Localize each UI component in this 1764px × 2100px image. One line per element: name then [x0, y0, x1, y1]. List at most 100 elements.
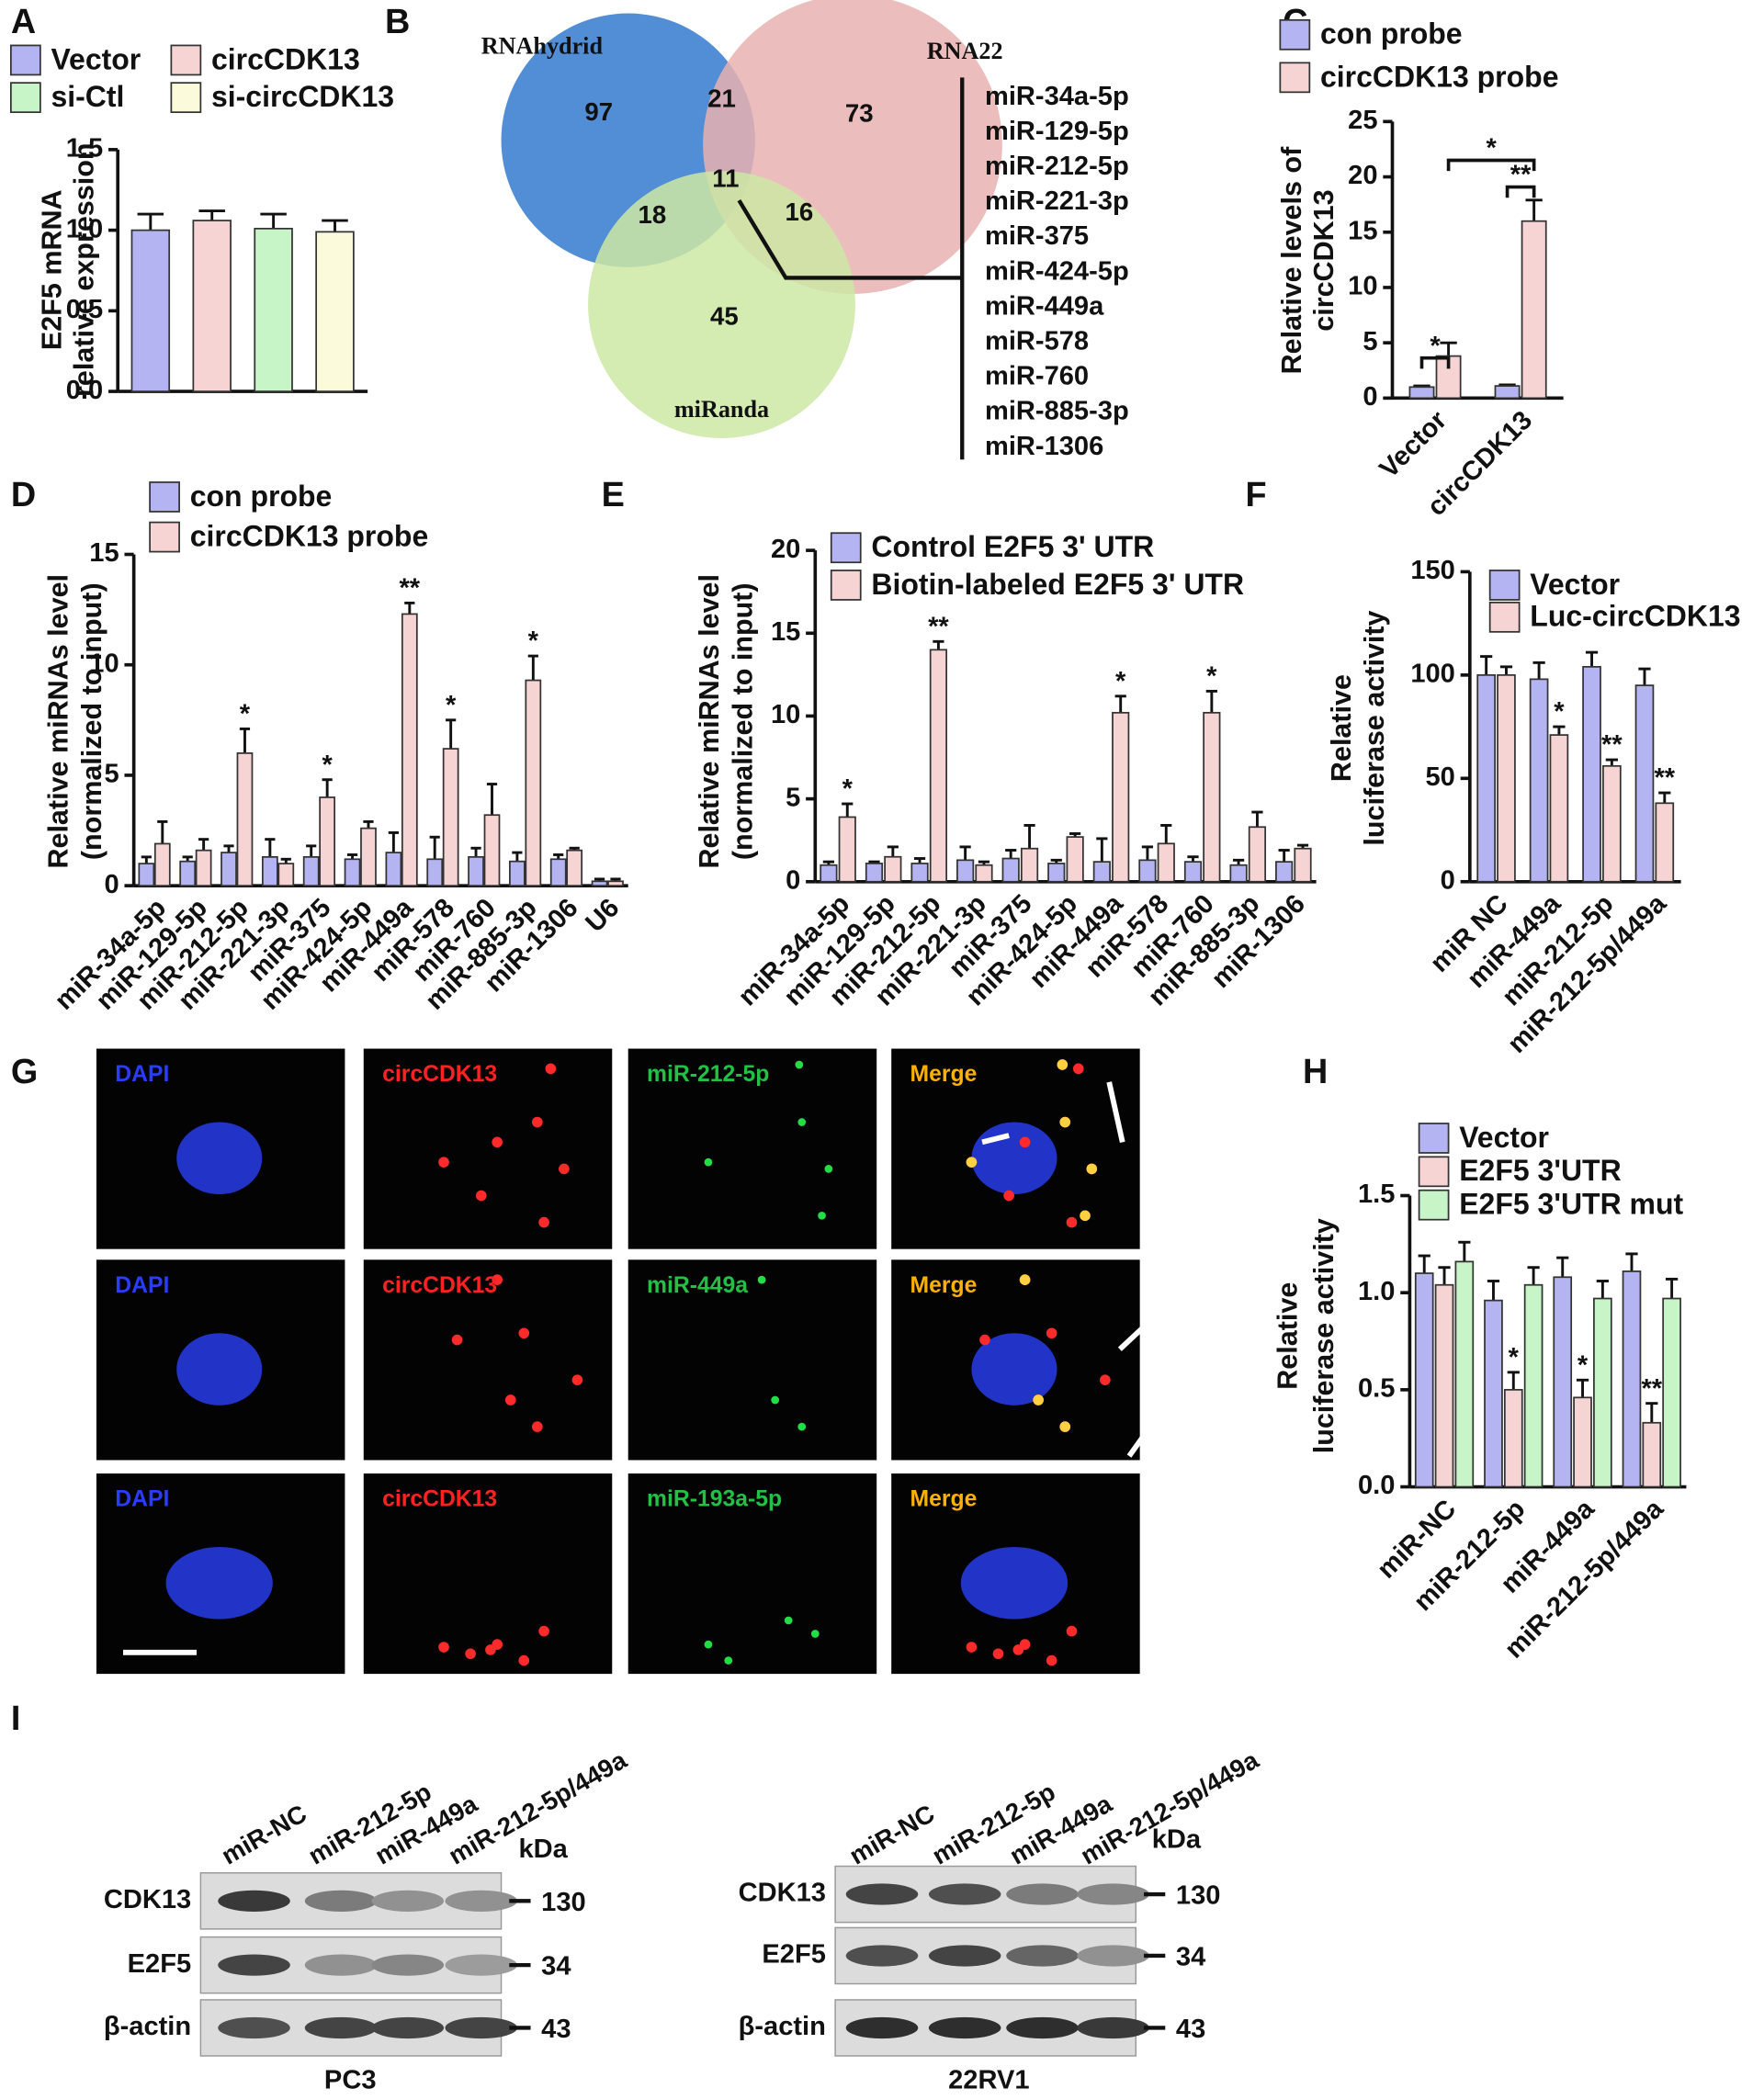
legend-label: con probe [190, 480, 333, 513]
signal-dot [1012, 1644, 1024, 1655]
signal-dot [797, 1118, 807, 1126]
significance: * [528, 627, 539, 656]
coloc-dot [1086, 1163, 1098, 1175]
legend-swatch [170, 44, 202, 76]
legend-label: Luc-circCDK13 [1530, 600, 1740, 633]
legend-swatch [1418, 1123, 1450, 1154]
venn-count: 45 [710, 301, 739, 330]
band [928, 1883, 1001, 1905]
bracket [1419, 356, 1451, 369]
legend-label: con probe [1320, 17, 1463, 51]
channel-label: circCDK13 [382, 1062, 497, 1087]
bar [1497, 673, 1516, 883]
bar [302, 856, 320, 887]
bar [1203, 711, 1221, 883]
significance: * [240, 700, 251, 729]
bar [1553, 1276, 1573, 1488]
bar [607, 880, 624, 887]
band [845, 1945, 919, 1967]
signal-dot [1046, 1654, 1057, 1666]
bar [277, 863, 295, 887]
mirna-label: miR-760 [985, 362, 1089, 391]
legend-swatch [149, 481, 180, 513]
venn-circle [588, 171, 855, 438]
signal-dot [451, 1334, 463, 1346]
bar [1414, 1272, 1434, 1488]
bar [1549, 734, 1569, 883]
band [1006, 1945, 1079, 1967]
image-panel [628, 1048, 877, 1249]
bar [1662, 1297, 1681, 1488]
signal-dot [545, 1063, 557, 1075]
signal-dot [704, 1640, 713, 1649]
band [1077, 1883, 1149, 1905]
signal-dot [438, 1157, 449, 1168]
legend-swatch [830, 570, 862, 601]
signal-dot [795, 1060, 804, 1069]
legend-label: circCDK13 [211, 42, 360, 75]
bracket [1505, 185, 1536, 198]
signal-dot [504, 1394, 516, 1406]
y-axis-label: Relative [1272, 1282, 1304, 1390]
bar [525, 679, 542, 887]
marker-label: 130 [1176, 1881, 1221, 1911]
bar [1484, 1299, 1503, 1488]
arrow [1106, 1081, 1125, 1143]
legend-swatch [149, 521, 180, 553]
cell-line-label: PC3 [324, 2065, 377, 2094]
legend-label: E2F5 3'UTR mut [1459, 1188, 1683, 1221]
marker-label: 43 [541, 2015, 571, 2044]
y-axis-label: E2F5 mRNA [36, 189, 67, 350]
venn-count: 18 [639, 200, 667, 229]
venn-set-label: miRanda [674, 396, 769, 423]
y-axis-label: Relative [1326, 674, 1357, 782]
channel-label: DAPI [115, 1487, 169, 1512]
bar [1275, 861, 1294, 883]
channel-label: miR-212-5p [647, 1062, 769, 1087]
arrow [1117, 1309, 1162, 1351]
panel-letter: E [602, 476, 625, 514]
y-tick-label: 20 [1348, 161, 1377, 190]
legend-label: circCDK13 probe [190, 519, 429, 552]
bar [1573, 1396, 1592, 1488]
channel-label: DAPI [115, 1062, 169, 1087]
y-axis-label: (normalized to input) [727, 582, 758, 860]
bar [468, 856, 484, 887]
channel-label: miR-449a [647, 1273, 748, 1298]
y-axis-label: luciferase activity [1308, 1218, 1340, 1453]
significance: ** [1510, 161, 1532, 190]
coloc-dot [1057, 1059, 1069, 1070]
bar [549, 858, 567, 887]
channel-label: circCDK13 [382, 1487, 497, 1512]
signal-dot [724, 1656, 733, 1665]
significance: * [1430, 332, 1441, 361]
bar [138, 863, 155, 887]
coloc-dot [1059, 1421, 1071, 1432]
marker-label: 34 [541, 1952, 571, 1981]
bar [442, 748, 459, 887]
mirna-label: miR-449a [985, 291, 1104, 321]
bracket [1446, 158, 1536, 172]
bar [179, 860, 197, 887]
signal-dot [992, 1648, 1004, 1660]
legend-label: Vector [1459, 1121, 1549, 1154]
image-panel [628, 1473, 877, 1675]
bar [192, 220, 232, 392]
significance: * [1486, 134, 1497, 164]
protein-label: β-actin [739, 2012, 826, 2041]
venn-set-label: RNAhydrid [481, 32, 604, 59]
lane-label: miR-NC [844, 1799, 939, 1869]
significance: * [1509, 1343, 1520, 1372]
y-tick-label: 0 [786, 865, 800, 895]
unit-label: kDa [518, 1835, 568, 1864]
y-axis-label: (normalized to input) [76, 582, 107, 860]
band [1077, 1945, 1149, 1967]
bar [236, 752, 254, 887]
mirna-label: miR-1306 [985, 432, 1103, 461]
y-tick-label: 1.5 [1358, 1180, 1395, 1209]
legend-swatch [1488, 601, 1521, 633]
band [928, 2016, 1001, 2039]
signal-dot [824, 1165, 833, 1173]
bar [1476, 673, 1496, 883]
